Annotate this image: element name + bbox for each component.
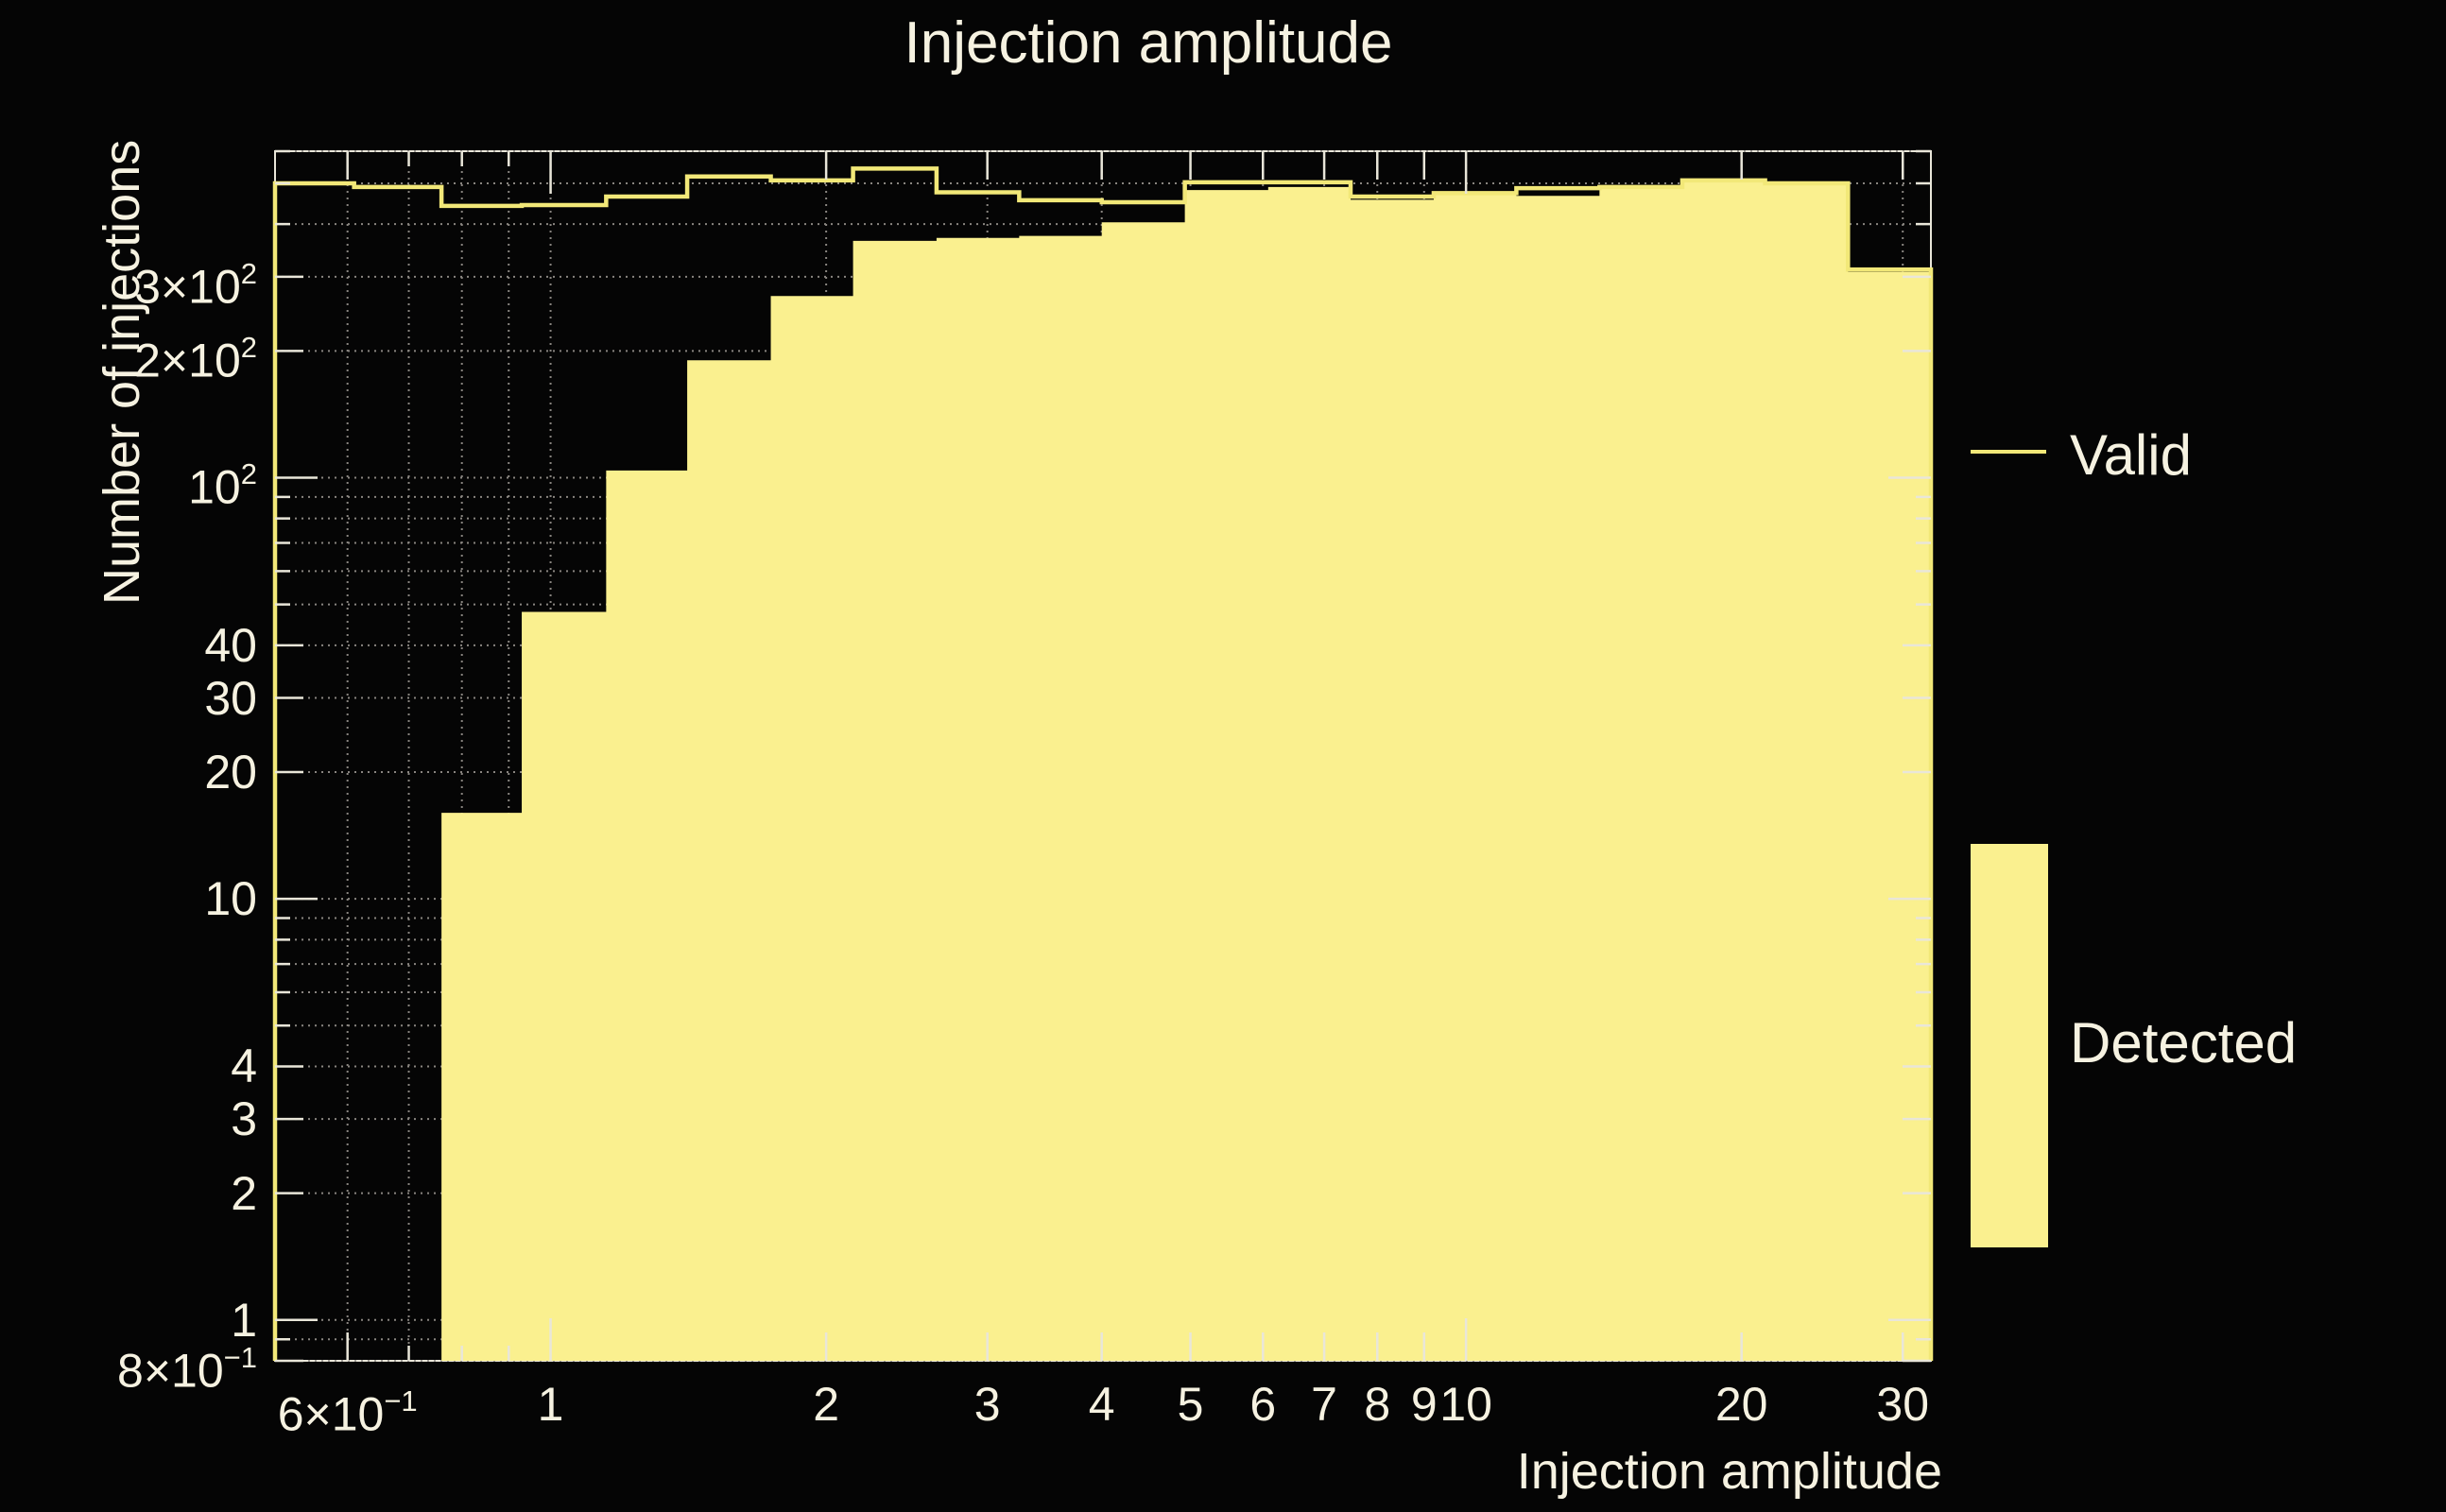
x-tick-label: 30 — [1876, 1378, 1930, 1431]
y-tick-label: 2×102 — [134, 331, 257, 387]
x-tick-label: 4 — [1088, 1378, 1115, 1431]
x-tick-label: 2 — [813, 1378, 840, 1431]
y-tick-label: 3×102 — [134, 256, 257, 314]
detected-fill-swatch — [1971, 844, 2048, 1247]
y-tick-label: 30 — [204, 671, 257, 725]
y-tick-label: 10 — [204, 872, 257, 926]
y-tick-label: 2 — [231, 1166, 257, 1220]
y-tick-label: 20 — [204, 745, 257, 799]
x-axis-title: Injection amplitude — [1516, 1443, 1942, 1500]
y-tick-label: 8×10−1 — [117, 1340, 257, 1398]
valid-step-line — [272, 166, 1934, 1361]
x-tick-label: 8 — [1364, 1378, 1391, 1431]
x-tick-label: 6 — [1249, 1378, 1277, 1431]
chart-title: Injection amplitude — [904, 10, 1393, 76]
x-tick-label: 10 — [1439, 1378, 1492, 1431]
axis-ticks — [275, 149, 1931, 1363]
x-tick-label: 20 — [1714, 1378, 1768, 1431]
x-tick-label: 5 — [1177, 1378, 1204, 1431]
x-tick-label: 3 — [973, 1378, 1001, 1431]
x-tick-label: 9 — [1410, 1378, 1438, 1431]
y-tick-label: 1 — [231, 1293, 257, 1347]
x-tick-label: 7 — [1311, 1378, 1337, 1431]
detected-fill-area — [441, 180, 1931, 1362]
legend-valid-label: Valid — [2070, 423, 2192, 487]
legend-detected-label: Detected — [2070, 1011, 2298, 1074]
x-tick-label: 6×10−1 — [277, 1383, 418, 1441]
valid-line-swatch — [1971, 450, 2046, 454]
y-tick-label: 3 — [231, 1092, 257, 1146]
y-tick-label: 102 — [188, 457, 257, 515]
x-tick-label: 1 — [537, 1378, 564, 1431]
y-tick-label: 4 — [231, 1040, 257, 1093]
y-tick-label: 40 — [204, 618, 257, 672]
